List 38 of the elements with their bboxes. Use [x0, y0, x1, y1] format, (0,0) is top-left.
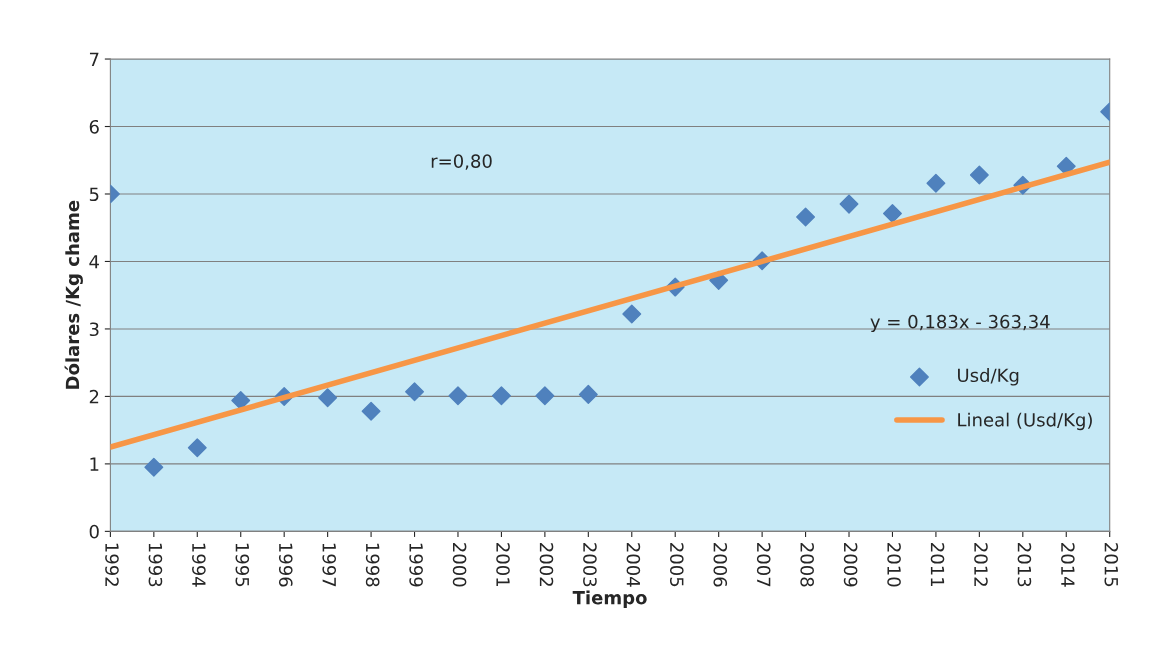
y-tick-label: 3 [89, 322, 99, 337]
x-tick-label: 2002 [539, 543, 554, 586]
y-tick-label: 5 [89, 187, 99, 202]
y-tick-label: 6 [89, 119, 99, 134]
x-tick-label: 2005 [669, 543, 684, 587]
x-tick-label: 2011 [930, 543, 945, 587]
x-tick-label: 2015 [1104, 543, 1119, 587]
legend-label: Usd/Kg [958, 368, 1019, 386]
x-tick-label: 1994 [192, 543, 206, 587]
x-tick-label: 2014 [1061, 543, 1075, 587]
x-tick-label: 1998 [365, 543, 380, 587]
x-tick-label: 2012 [974, 543, 988, 586]
x-tick-label: 2009 [843, 543, 858, 587]
y-tick-label: 1 [90, 457, 99, 471]
x-tick-label: 1993 [148, 543, 163, 587]
x-tick-label: 2013 [1017, 543, 1032, 587]
legend-label: Lineal (Usd/Kg) [958, 412, 1092, 431]
annotation: y = 0,183x - 363,34 [870, 314, 1050, 333]
x-tick-label: 2000 [452, 543, 467, 587]
x-tick-label: 2003 [583, 543, 597, 587]
x-tick-label: 2010 [887, 543, 901, 587]
annotation: r=0,80 [431, 154, 492, 170]
x-tick-label: 1992 [105, 543, 119, 586]
y-tick-label: 2 [89, 389, 99, 404]
x-tick-label: 1995 [235, 543, 250, 587]
y-axis-title: Dólares /Kg chame [64, 200, 83, 389]
x-tick-label: 2008 [800, 543, 814, 587]
x-tick-label: 1997 [322, 543, 337, 587]
x-tick-label: 1999 [409, 543, 423, 587]
x-tick-label: 2006 [713, 543, 728, 587]
y-tick-label: 4 [89, 255, 99, 269]
x-tick-label: 2004 [626, 543, 641, 587]
y-tick-label: 7 [89, 52, 99, 66]
x-tick-label: 2001 [496, 543, 510, 587]
y-tick-label: 0 [89, 524, 99, 539]
x-tick-label: 2007 [756, 543, 771, 587]
x-tick-label: 1996 [278, 543, 293, 587]
x-axis-title: Tiempo [572, 590, 647, 608]
